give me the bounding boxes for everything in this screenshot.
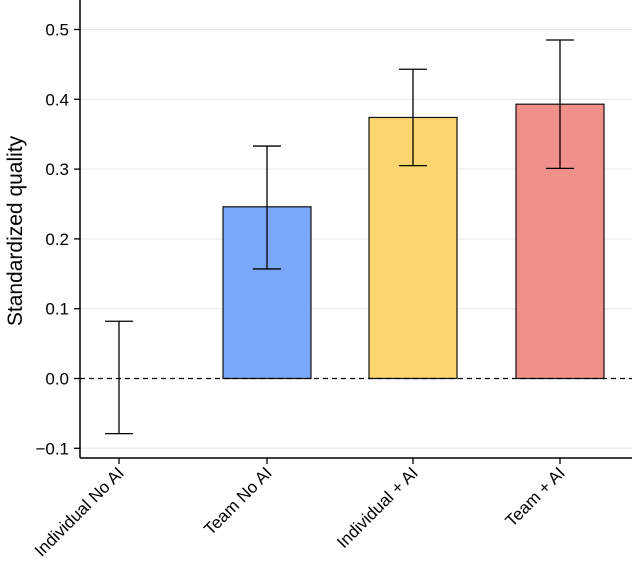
y-tick-label: 0.1	[45, 300, 69, 319]
x-tick-label: Team + AI	[502, 463, 569, 530]
x-tick-labels: Individual No AI Team No AI Individual + A…	[31, 458, 569, 560]
error-bars	[105, 39, 574, 435]
bars	[222, 103, 605, 380]
y-ticks: −0.1 0.0 0.1 0.2 0.3 0.4 0.5	[35, 21, 80, 458]
y-axis-title: Standardized quality	[4, 135, 27, 326]
y-tick-label: 0.3	[45, 160, 69, 179]
x-tick-label: Individual No AI	[31, 463, 128, 560]
y-tick-label: 0.2	[45, 230, 69, 249]
y-tick-label: −0.1	[35, 439, 69, 458]
gridlines	[80, 29, 632, 449]
x-tick-label: Individual + AI	[333, 463, 422, 552]
x-tick-label: Team No AI	[200, 463, 276, 539]
y-tick-label: 0.4	[45, 90, 69, 109]
y-tick-label: 0.5	[45, 21, 69, 40]
y-tick-label: 0.0	[45, 370, 69, 389]
